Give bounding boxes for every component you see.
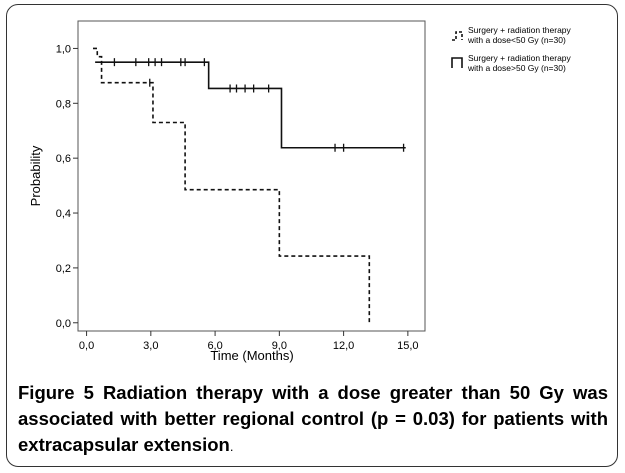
caption-period: . bbox=[229, 439, 234, 454]
legend-label-line: with a dose>50 Gy (n=30) bbox=[467, 63, 566, 73]
series-line-1 bbox=[92, 47, 371, 323]
y-tick-label: 0,0 bbox=[56, 318, 71, 330]
x-tick-label: 0,0 bbox=[79, 340, 94, 352]
legend-label-line: Surgery + radiation therapy bbox=[468, 25, 572, 35]
legend-label-line: Surgery + radiation therapy bbox=[468, 53, 572, 63]
legend-swatch-1 bbox=[452, 31, 463, 41]
y-axis: 0,0 0,2 0,4 0,6 0,8 1,0 bbox=[56, 43, 78, 330]
caption-text: Radiation therapy with a dose greater th… bbox=[18, 382, 608, 455]
series-line-2 bbox=[95, 61, 406, 149]
km-chart: 0,00,20,40,60,81,0 0,0 3,0 6,0 9,0 12,0 15,0 … bbox=[28, 20, 572, 363]
y-tick-label: 0,8 bbox=[56, 98, 71, 110]
series-layer bbox=[92, 47, 406, 323]
x-tick-label: 15,0 bbox=[397, 340, 418, 352]
x-tick-label: 6,0 bbox=[207, 340, 222, 352]
y-axis-label: Probability bbox=[28, 145, 43, 206]
x-tick-label: 3,0 bbox=[143, 340, 158, 352]
x-axis-label: Time (Months) bbox=[210, 348, 293, 363]
plot-area bbox=[77, 20, 426, 332]
y-tick-label: 0,2 bbox=[56, 263, 71, 275]
legend-label-line: with a dose<50 Gy (n=30) bbox=[467, 35, 566, 45]
y-tick-label: 0,4 bbox=[56, 208, 71, 220]
figure-caption: Figure 5 Radiation therapy with a dose g… bbox=[18, 380, 608, 460]
y-tick-label: 0,6 bbox=[56, 153, 71, 165]
x-axis: 0,0 3,0 6,0 9,0 12,0 15,0 bbox=[79, 331, 419, 352]
legend-swatch-2 bbox=[451, 57, 463, 68]
y-tick-label: 1,0 bbox=[56, 43, 71, 55]
x-tick-label: 9,0 bbox=[272, 340, 287, 352]
figure-label: Figure 5 bbox=[18, 382, 94, 403]
x-tick-label: 12,0 bbox=[333, 340, 354, 352]
figure-frame bbox=[6, 4, 618, 467]
